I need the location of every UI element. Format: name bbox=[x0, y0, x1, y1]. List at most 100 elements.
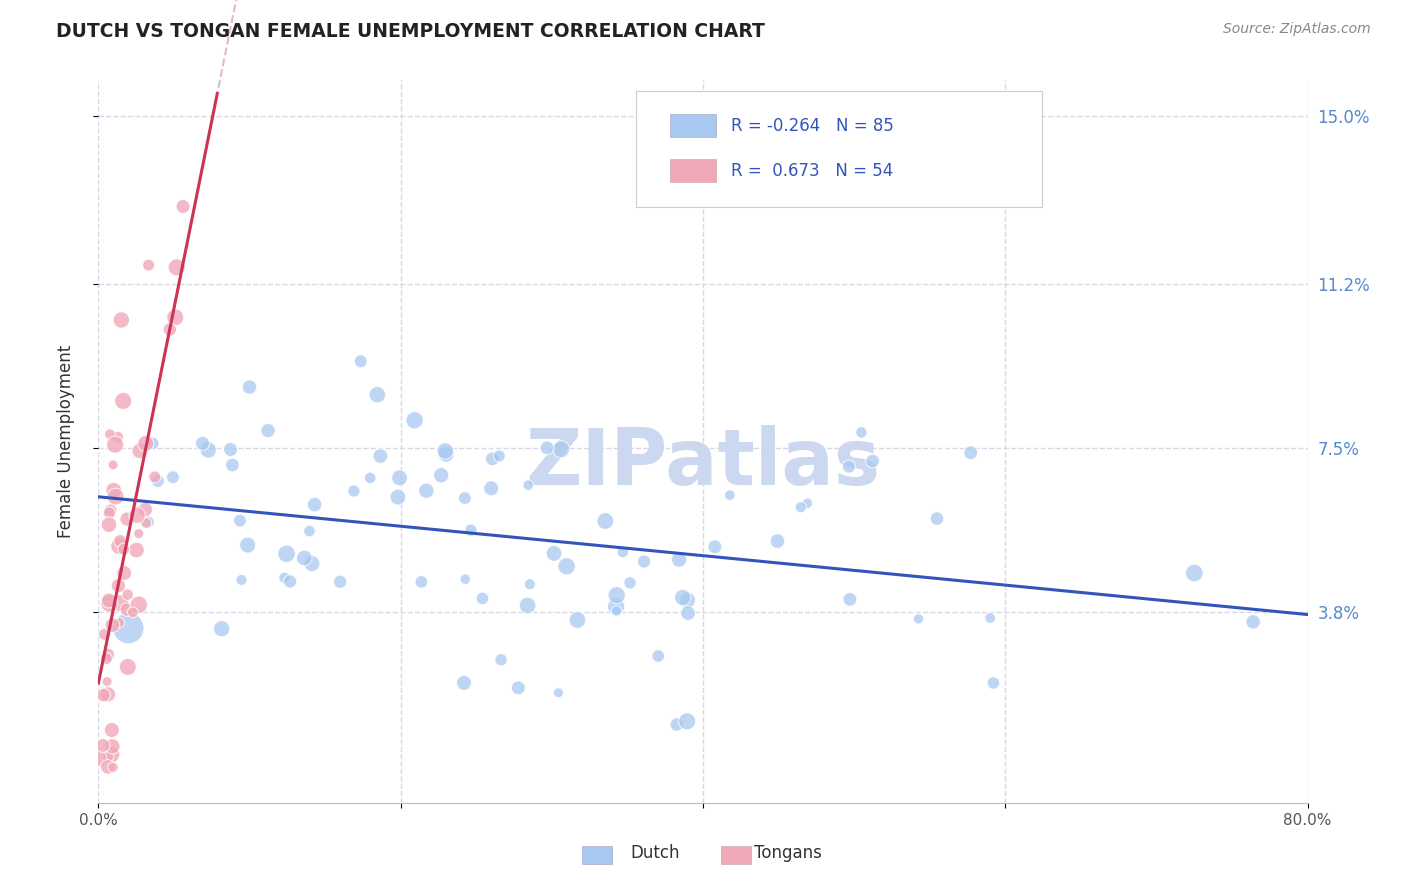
Point bbox=[593, 514, 616, 528]
Point bbox=[612, 545, 634, 559]
Point bbox=[547, 686, 569, 700]
Point bbox=[100, 503, 122, 517]
Point bbox=[481, 451, 503, 466]
Point bbox=[766, 534, 789, 549]
Point bbox=[519, 577, 541, 591]
Point bbox=[276, 547, 298, 561]
Point bbox=[411, 574, 433, 589]
Point bbox=[387, 490, 409, 504]
Point bbox=[135, 516, 157, 530]
Point bbox=[97, 687, 120, 701]
Point bbox=[672, 591, 695, 605]
Point bbox=[238, 380, 260, 394]
Point bbox=[101, 760, 124, 774]
Point bbox=[101, 723, 124, 737]
Point bbox=[454, 572, 477, 586]
Point bbox=[605, 604, 627, 618]
Point bbox=[98, 427, 121, 442]
Point bbox=[221, 458, 243, 472]
Point bbox=[388, 471, 411, 485]
Y-axis label: Female Unemployment: Female Unemployment bbox=[56, 345, 75, 538]
Point bbox=[112, 542, 135, 557]
Point bbox=[159, 322, 181, 336]
FancyBboxPatch shape bbox=[721, 847, 751, 864]
Point bbox=[117, 621, 139, 635]
Point bbox=[703, 540, 725, 554]
Point bbox=[128, 526, 150, 541]
Point bbox=[434, 447, 457, 461]
Point bbox=[550, 442, 572, 457]
Point bbox=[101, 458, 124, 472]
Point bbox=[304, 498, 326, 512]
Point bbox=[101, 618, 124, 632]
Point bbox=[87, 751, 110, 765]
Point bbox=[430, 468, 453, 483]
Point bbox=[97, 760, 120, 774]
Point bbox=[543, 546, 565, 560]
Point bbox=[606, 588, 628, 602]
Point bbox=[127, 508, 149, 523]
Point bbox=[115, 512, 138, 526]
Point bbox=[453, 676, 475, 690]
Point bbox=[115, 602, 138, 616]
Point bbox=[197, 442, 219, 457]
Text: Tongans: Tongans bbox=[754, 845, 821, 863]
Point bbox=[112, 394, 135, 409]
Point bbox=[959, 446, 981, 460]
Point bbox=[165, 310, 187, 325]
Point bbox=[796, 496, 818, 510]
Point bbox=[97, 593, 120, 607]
Point bbox=[647, 648, 669, 663]
Point bbox=[134, 502, 156, 516]
Point bbox=[370, 449, 392, 463]
Point bbox=[93, 627, 115, 641]
Text: DUTCH VS TONGAN FEMALE UNEMPLOYMENT CORRELATION CHART: DUTCH VS TONGAN FEMALE UNEMPLOYMENT CORR… bbox=[56, 22, 765, 41]
Point bbox=[231, 573, 253, 587]
Point bbox=[211, 622, 233, 636]
Point bbox=[91, 739, 114, 753]
Point bbox=[718, 488, 741, 502]
Point bbox=[907, 612, 929, 626]
Point bbox=[292, 551, 315, 566]
Point bbox=[862, 454, 884, 468]
Point bbox=[350, 354, 373, 368]
Point bbox=[138, 515, 160, 529]
FancyBboxPatch shape bbox=[671, 114, 716, 137]
Point bbox=[128, 443, 150, 458]
Point bbox=[838, 459, 860, 474]
Point bbox=[98, 506, 121, 520]
Point bbox=[983, 676, 1005, 690]
Point bbox=[273, 571, 295, 585]
Text: Dutch: Dutch bbox=[630, 845, 679, 863]
Text: R = -0.264   N = 85: R = -0.264 N = 85 bbox=[731, 117, 894, 135]
Point bbox=[108, 533, 131, 548]
FancyBboxPatch shape bbox=[637, 91, 1042, 207]
Point bbox=[112, 566, 135, 580]
Point bbox=[128, 598, 150, 612]
Point bbox=[162, 470, 184, 484]
Point bbox=[536, 441, 558, 455]
Point bbox=[278, 574, 301, 589]
Point bbox=[979, 611, 1001, 625]
Point bbox=[479, 481, 502, 495]
Point bbox=[489, 653, 512, 667]
Point bbox=[366, 387, 388, 401]
Point bbox=[135, 436, 157, 450]
Point bbox=[454, 491, 477, 505]
Point bbox=[665, 717, 688, 731]
Point bbox=[100, 747, 122, 762]
Point bbox=[676, 606, 699, 620]
Point bbox=[359, 471, 381, 485]
Point bbox=[108, 539, 131, 553]
Point bbox=[301, 557, 323, 571]
Point bbox=[107, 430, 129, 444]
FancyBboxPatch shape bbox=[582, 847, 613, 864]
Point bbox=[619, 575, 641, 590]
Point bbox=[605, 599, 627, 614]
Point bbox=[676, 714, 699, 729]
Point bbox=[508, 681, 530, 695]
Point bbox=[229, 514, 252, 528]
Point bbox=[838, 592, 860, 607]
Point bbox=[143, 470, 166, 484]
Point bbox=[219, 442, 242, 457]
